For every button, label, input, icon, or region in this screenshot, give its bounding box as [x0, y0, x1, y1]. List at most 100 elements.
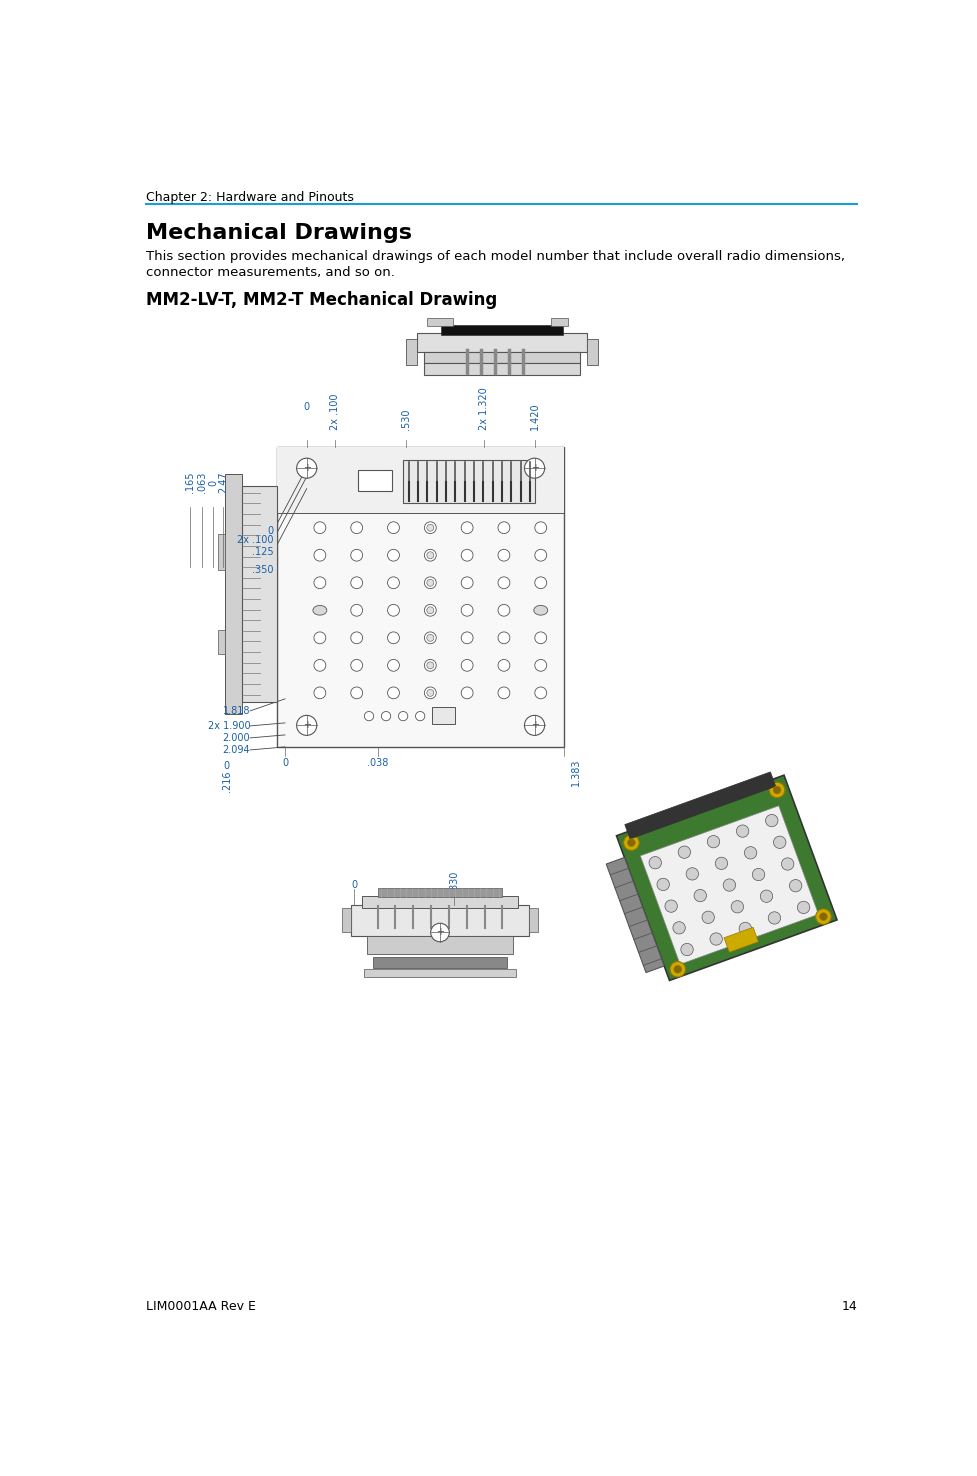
- Circle shape: [706, 835, 719, 847]
- Circle shape: [461, 660, 473, 672]
- Circle shape: [743, 847, 756, 859]
- Bar: [403, 461, 534, 502]
- Circle shape: [381, 711, 390, 720]
- Text: .830: .830: [448, 871, 459, 893]
- Circle shape: [497, 523, 509, 534]
- Text: 2.47: 2.47: [218, 472, 228, 493]
- Text: +: +: [530, 720, 538, 731]
- Circle shape: [424, 577, 436, 589]
- Circle shape: [497, 686, 509, 698]
- Circle shape: [773, 835, 786, 849]
- Circle shape: [672, 921, 685, 934]
- Circle shape: [314, 660, 325, 672]
- Circle shape: [788, 880, 801, 892]
- Circle shape: [815, 909, 830, 924]
- Circle shape: [314, 686, 325, 698]
- Text: 2.094: 2.094: [223, 745, 250, 754]
- Circle shape: [722, 878, 735, 892]
- Text: 0: 0: [281, 759, 288, 769]
- Circle shape: [461, 604, 473, 615]
- Text: MM2-LV-T, MM2-T Mechanical Drawing: MM2-LV-T, MM2-T Mechanical Drawing: [146, 291, 496, 308]
- Bar: [441, 325, 563, 335]
- Circle shape: [296, 716, 317, 735]
- Circle shape: [534, 660, 546, 672]
- Circle shape: [765, 815, 777, 827]
- Circle shape: [387, 604, 399, 615]
- Circle shape: [664, 900, 677, 912]
- Bar: [217, 630, 225, 654]
- Text: Mechanical Drawings: Mechanical Drawings: [146, 223, 411, 244]
- Circle shape: [751, 868, 764, 881]
- Bar: [405, 339, 416, 365]
- Circle shape: [701, 911, 713, 924]
- Circle shape: [314, 632, 325, 644]
- Circle shape: [627, 838, 635, 847]
- Ellipse shape: [313, 605, 326, 615]
- Circle shape: [623, 835, 639, 850]
- Text: .350: .350: [252, 565, 274, 574]
- Bar: [363, 970, 515, 977]
- Circle shape: [461, 549, 473, 561]
- Bar: [416, 334, 586, 353]
- Circle shape: [351, 549, 362, 561]
- Text: 0: 0: [351, 880, 358, 890]
- Text: 1.383: 1.383: [570, 759, 580, 785]
- Circle shape: [314, 577, 325, 589]
- Bar: [423, 353, 579, 363]
- Circle shape: [426, 579, 434, 586]
- Circle shape: [714, 858, 727, 869]
- Bar: [341, 908, 351, 933]
- Circle shape: [524, 716, 544, 735]
- Bar: [276, 447, 564, 747]
- Text: 2x .100: 2x .100: [329, 393, 339, 430]
- Circle shape: [424, 686, 436, 698]
- Bar: [358, 469, 392, 490]
- Circle shape: [351, 523, 362, 534]
- Circle shape: [768, 912, 780, 924]
- Text: +: +: [530, 463, 538, 474]
- Circle shape: [534, 549, 546, 561]
- Bar: [366, 936, 513, 953]
- Circle shape: [351, 686, 362, 698]
- Circle shape: [739, 922, 750, 934]
- Circle shape: [819, 912, 827, 921]
- Circle shape: [426, 607, 434, 614]
- Text: .063: .063: [197, 472, 207, 493]
- Circle shape: [387, 523, 399, 534]
- Circle shape: [736, 825, 748, 837]
- Circle shape: [351, 632, 362, 644]
- Bar: [276, 447, 564, 512]
- Circle shape: [534, 577, 546, 589]
- Circle shape: [364, 711, 373, 720]
- Polygon shape: [606, 858, 663, 973]
- Bar: [377, 887, 502, 897]
- Circle shape: [657, 878, 668, 890]
- Text: .216: .216: [222, 770, 232, 791]
- Circle shape: [296, 458, 317, 478]
- Circle shape: [694, 890, 705, 902]
- Polygon shape: [723, 927, 757, 952]
- Ellipse shape: [533, 605, 547, 615]
- Circle shape: [677, 846, 690, 859]
- Circle shape: [709, 933, 722, 945]
- Circle shape: [461, 632, 473, 644]
- Bar: [551, 319, 568, 326]
- Bar: [242, 486, 276, 701]
- Circle shape: [424, 660, 436, 672]
- Text: 2x 1.320: 2x 1.320: [478, 387, 488, 430]
- Bar: [225, 474, 242, 714]
- Circle shape: [387, 686, 399, 698]
- Bar: [351, 905, 529, 936]
- Bar: [586, 339, 598, 365]
- Circle shape: [461, 577, 473, 589]
- Text: connector measurements, and so on.: connector measurements, and so on.: [146, 266, 394, 279]
- Circle shape: [426, 689, 434, 697]
- Text: .038: .038: [366, 759, 388, 769]
- Text: 0: 0: [303, 401, 310, 412]
- Bar: [423, 363, 579, 375]
- Text: 2x .100: 2x .100: [236, 534, 274, 545]
- Circle shape: [534, 686, 546, 698]
- Polygon shape: [616, 775, 836, 980]
- Circle shape: [773, 787, 780, 794]
- Circle shape: [673, 965, 681, 973]
